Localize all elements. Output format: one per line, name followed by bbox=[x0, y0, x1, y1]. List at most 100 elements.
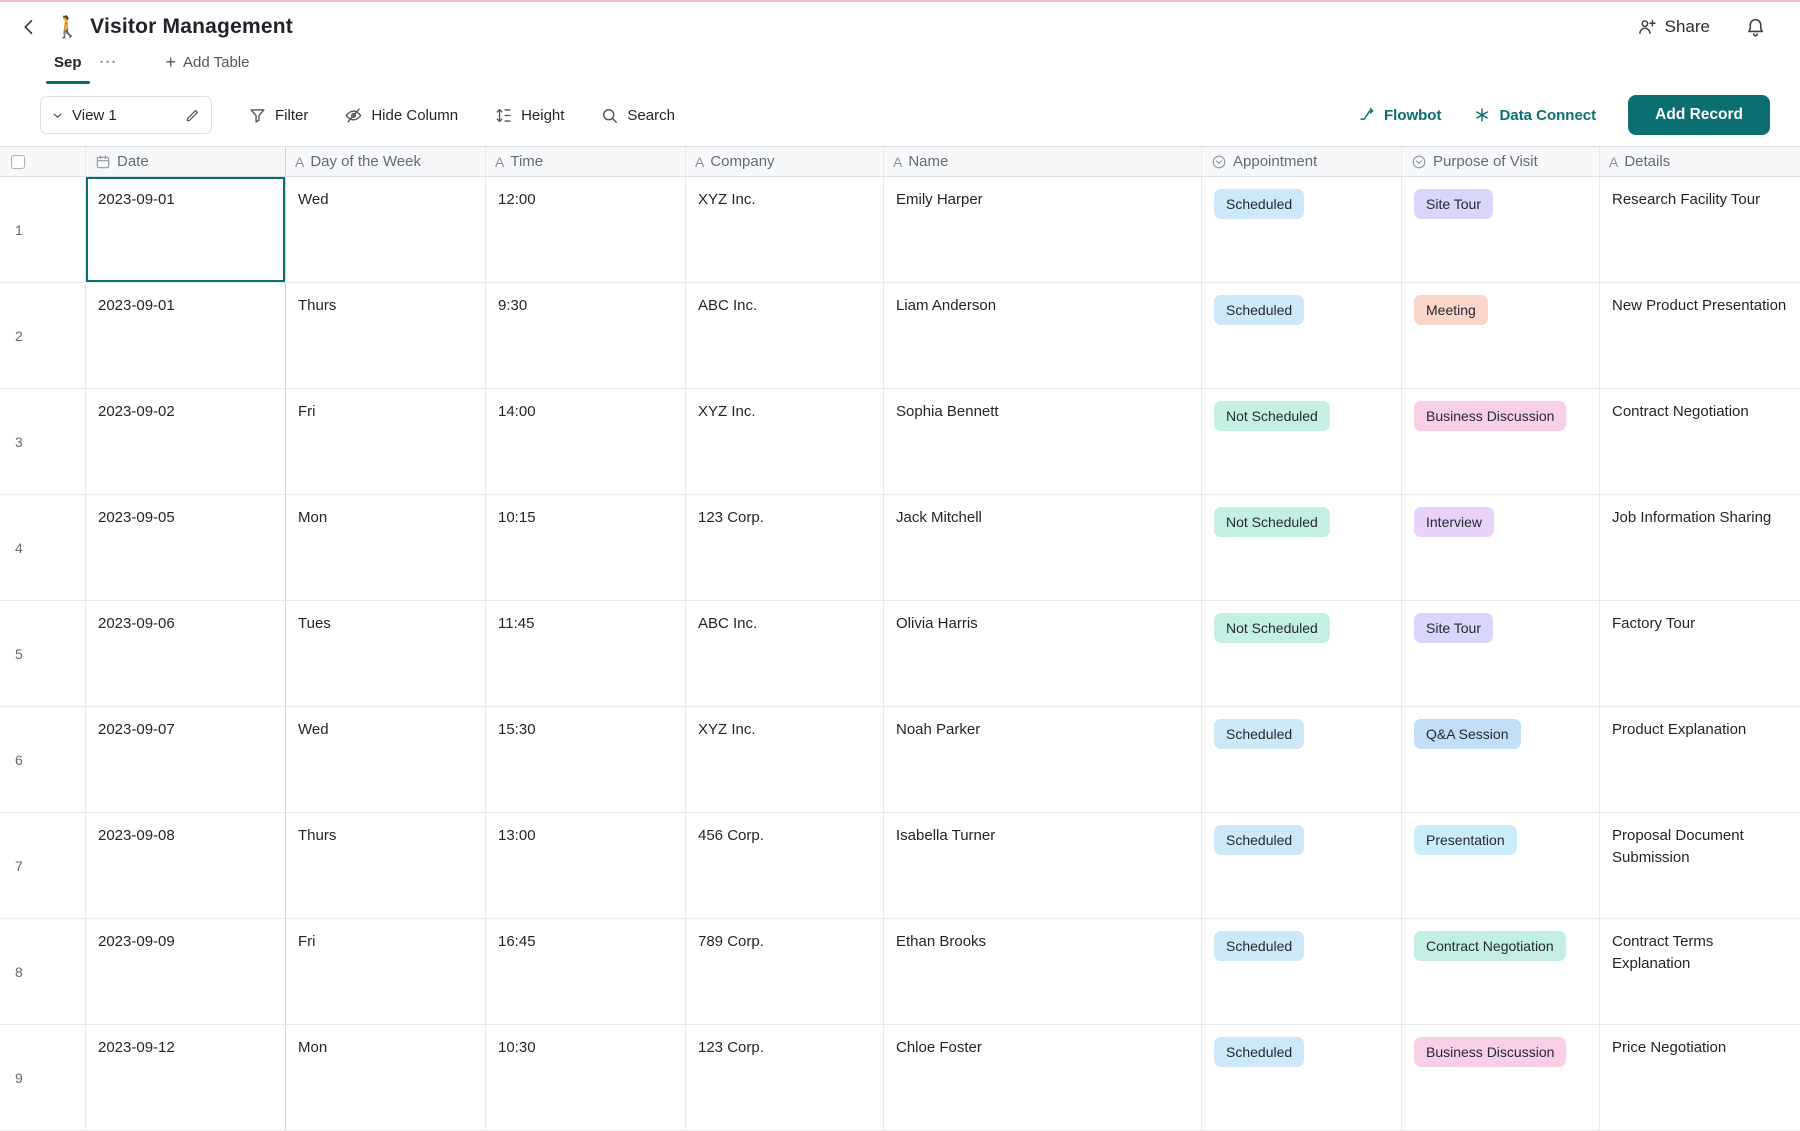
cell-date[interactable]: 2023-09-06 bbox=[86, 601, 286, 706]
cell-details[interactable]: Price Negotiation bbox=[1600, 1025, 1800, 1130]
cell-day[interactable]: Fri bbox=[286, 389, 486, 494]
cell-text: 123 Corp. bbox=[698, 1039, 764, 1056]
add-table-button[interactable]: + Add Table bbox=[158, 53, 258, 84]
cell-purpose[interactable]: Site Tour bbox=[1402, 601, 1600, 706]
cell-details[interactable]: Product Explanation bbox=[1600, 707, 1800, 812]
cell-appointment[interactable]: Not Scheduled bbox=[1202, 601, 1402, 706]
cell-details[interactable]: Factory Tour bbox=[1600, 601, 1800, 706]
cell-purpose[interactable]: Contract Negotiation bbox=[1402, 919, 1600, 1024]
cell-name[interactable]: Liam Anderson bbox=[884, 283, 1202, 388]
cell-day[interactable]: Tues bbox=[286, 601, 486, 706]
edit-view-pencil-icon[interactable] bbox=[184, 107, 201, 124]
cell-purpose[interactable]: Interview bbox=[1402, 495, 1600, 600]
add-record-button[interactable]: Add Record bbox=[1628, 95, 1770, 135]
cell-day[interactable]: Fri bbox=[286, 919, 486, 1024]
filter-button[interactable]: Filter bbox=[248, 106, 308, 125]
cell-time[interactable]: 11:45 bbox=[486, 601, 686, 706]
cell-day[interactable]: Wed bbox=[286, 177, 486, 282]
cell-company[interactable]: ABC Inc. bbox=[686, 283, 884, 388]
cell-purpose[interactable]: Q&A Session bbox=[1402, 707, 1600, 812]
cell-day[interactable]: Wed bbox=[286, 707, 486, 812]
cell-appointment[interactable]: Scheduled bbox=[1202, 177, 1402, 282]
cell-details[interactable]: New Product Presentation bbox=[1600, 283, 1800, 388]
cell-name[interactable]: Isabella Turner bbox=[884, 813, 1202, 918]
cell-appointment[interactable]: Scheduled bbox=[1202, 919, 1402, 1024]
cell-time[interactable]: 9:30 bbox=[486, 283, 686, 388]
row-number[interactable]: 7 bbox=[0, 813, 86, 918]
back-button[interactable] bbox=[14, 12, 44, 42]
cell-appointment[interactable]: Scheduled bbox=[1202, 813, 1402, 918]
column-header-label: Details bbox=[1624, 153, 1671, 170]
tab-more-button[interactable]: ··· bbox=[99, 54, 118, 71]
cell-name[interactable]: Noah Parker bbox=[884, 707, 1202, 812]
cell-purpose[interactable]: Business Discussion bbox=[1402, 389, 1600, 494]
cell-name[interactable]: Ethan Brooks bbox=[884, 919, 1202, 1024]
column-header-day[interactable]: A Day of the Week bbox=[286, 147, 486, 176]
cell-name[interactable]: Jack Mitchell bbox=[884, 495, 1202, 600]
flowbot-button[interactable]: Flowbot bbox=[1358, 106, 1441, 124]
row-height-button[interactable]: Height bbox=[494, 106, 564, 125]
cell-details[interactable]: Contract Negotiation bbox=[1600, 389, 1800, 494]
cell-details[interactable]: Job Information Sharing bbox=[1600, 495, 1800, 600]
cell-company[interactable]: 123 Corp. bbox=[686, 495, 884, 600]
column-header-date[interactable]: Date bbox=[86, 147, 286, 176]
hide-column-button[interactable]: Hide Column bbox=[344, 106, 458, 125]
cell-time[interactable]: 15:30 bbox=[486, 707, 686, 812]
select-all-checkbox[interactable] bbox=[11, 154, 25, 169]
cell-details[interactable]: Research Facility Tour bbox=[1600, 177, 1800, 282]
cell-date[interactable]: 2023-09-08 bbox=[86, 813, 286, 918]
cell-company[interactable]: 789 Corp. bbox=[686, 919, 884, 1024]
column-header-purpose[interactable]: Purpose of Visit bbox=[1402, 147, 1600, 176]
cell-appointment[interactable]: Not Scheduled bbox=[1202, 389, 1402, 494]
row-number[interactable]: 6 bbox=[0, 707, 86, 812]
cell-time[interactable]: 16:45 bbox=[486, 919, 686, 1024]
cell-appointment[interactable]: Scheduled bbox=[1202, 283, 1402, 388]
cell-purpose[interactable]: Presentation bbox=[1402, 813, 1600, 918]
share-button[interactable]: Share bbox=[1637, 17, 1710, 37]
cell-day[interactable]: Mon bbox=[286, 495, 486, 600]
cell-date[interactable]: 2023-09-07 bbox=[86, 707, 286, 812]
cell-appointment[interactable]: Not Scheduled bbox=[1202, 495, 1402, 600]
cell-name[interactable]: Olivia Harris bbox=[884, 601, 1202, 706]
row-number[interactable]: 1 bbox=[0, 177, 86, 282]
cell-company[interactable]: 456 Corp. bbox=[686, 813, 884, 918]
cell-time[interactable]: 12:00 bbox=[486, 177, 686, 282]
row-number[interactable]: 2 bbox=[0, 283, 86, 388]
cell-date-selected[interactable]: 2023-09-01 bbox=[86, 177, 286, 282]
cell-company[interactable]: XYZ Inc. bbox=[686, 707, 884, 812]
cell-day[interactable]: Thurs bbox=[286, 813, 486, 918]
notifications-bell-icon[interactable] bbox=[1740, 12, 1770, 42]
cell-date[interactable]: 2023-09-05 bbox=[86, 495, 286, 600]
cell-date[interactable]: 2023-09-01 bbox=[86, 283, 286, 388]
cell-date[interactable]: 2023-09-02 bbox=[86, 389, 286, 494]
cell-company[interactable]: XYZ Inc. bbox=[686, 389, 884, 494]
column-header-appointment[interactable]: Appointment bbox=[1202, 147, 1402, 176]
cell-details[interactable]: Contract Terms Explanation bbox=[1600, 919, 1800, 1024]
cell-time[interactable]: 10:15 bbox=[486, 495, 686, 600]
column-header-company[interactable]: A Company bbox=[686, 147, 884, 176]
view-switcher[interactable]: View 1 bbox=[40, 96, 212, 134]
cell-day[interactable]: Thurs bbox=[286, 283, 486, 388]
column-header-name[interactable]: A Name bbox=[884, 147, 1202, 176]
data-connect-button[interactable]: Data Connect bbox=[1473, 106, 1596, 124]
column-header-details[interactable]: A Details bbox=[1600, 147, 1800, 176]
cell-appointment[interactable]: Scheduled bbox=[1202, 707, 1402, 812]
cell-name[interactable]: Sophia Bennett bbox=[884, 389, 1202, 494]
cell-purpose[interactable]: Meeting bbox=[1402, 283, 1600, 388]
tab-sep[interactable]: Sep bbox=[46, 54, 90, 84]
cell-company[interactable]: ABC Inc. bbox=[686, 601, 884, 706]
cell-purpose[interactable]: Business Discussion bbox=[1402, 1025, 1600, 1130]
cell-purpose[interactable]: Site Tour bbox=[1402, 177, 1600, 282]
row-number[interactable]: 8 bbox=[0, 919, 86, 1024]
cell-company[interactable]: XYZ Inc. bbox=[686, 177, 884, 282]
cell-details[interactable]: Proposal Document Submission bbox=[1600, 813, 1800, 918]
cell-time[interactable]: 13:00 bbox=[486, 813, 686, 918]
cell-name[interactable]: Emily Harper bbox=[884, 177, 1202, 282]
row-number[interactable]: 4 bbox=[0, 495, 86, 600]
row-number[interactable]: 5 bbox=[0, 601, 86, 706]
row-number[interactable]: 3 bbox=[0, 389, 86, 494]
column-header-time[interactable]: A Time bbox=[486, 147, 686, 176]
search-button[interactable]: Search bbox=[600, 106, 675, 125]
cell-date[interactable]: 2023-09-09 bbox=[86, 919, 286, 1024]
cell-time[interactable]: 14:00 bbox=[486, 389, 686, 494]
